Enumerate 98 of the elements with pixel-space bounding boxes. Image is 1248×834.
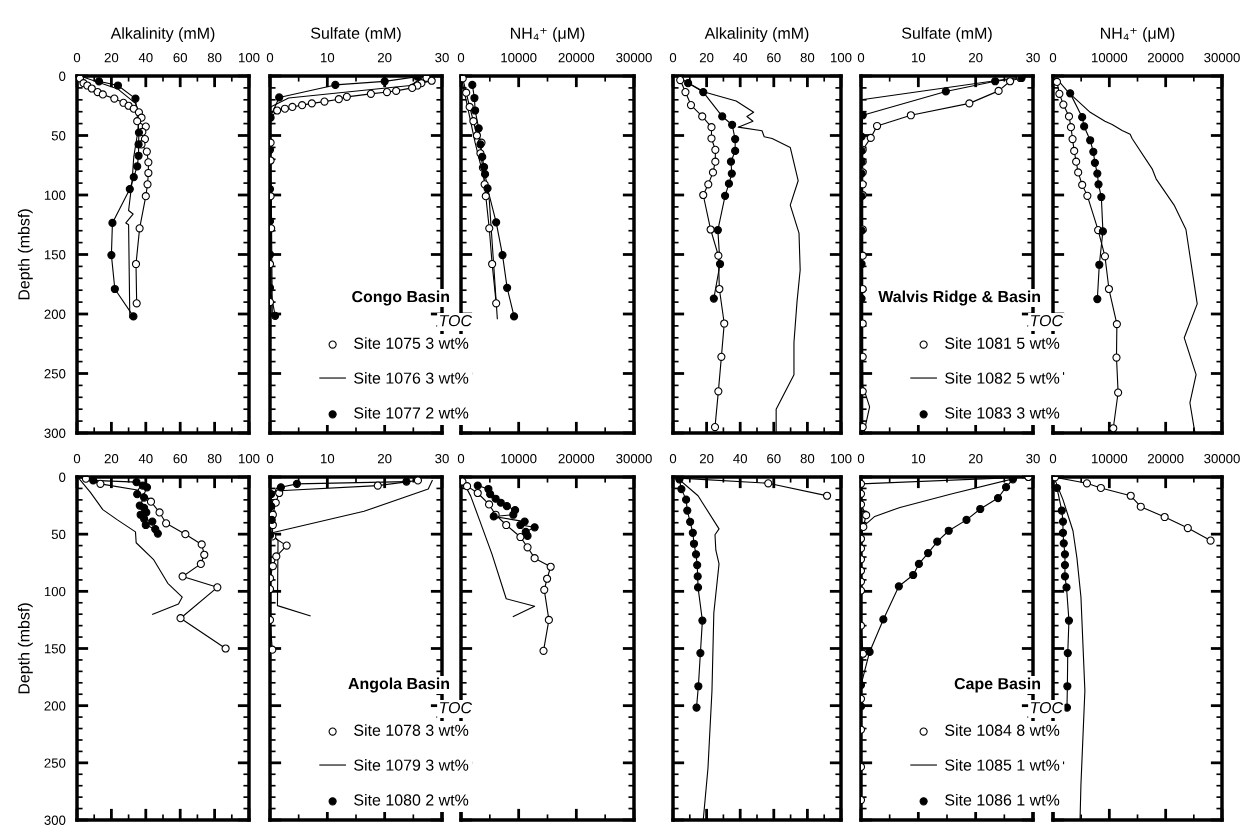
x-tick-label: 0 [266,453,274,464]
legend-title: Congo Basin [352,290,450,306]
x-tick-label: 100 [831,453,852,464]
x-tick-label: 100 [239,453,260,464]
x-tick-label: 20 [104,453,119,464]
x-tick-label: 30000 [616,52,652,63]
legend-label: Site 1083 3 wt% [945,406,1060,419]
x-tick-label: 20000 [1147,52,1184,63]
legend-label: Site 1078 3 wt% [354,724,469,736]
x-tick-label: 80 [800,453,815,464]
x-tick-label: 30 [435,453,449,464]
legend-label: Site 1079 3 wt% [354,759,469,771]
x-tick-label: 20 [699,453,714,464]
legend-label: Site 1080 2 wt% [354,793,469,806]
x-tick-label: 20000 [558,453,595,464]
x-tick-label: 10 [321,453,335,464]
legend-label: Site 1075 3 wt% [354,337,469,349]
x-tick-label: 20 [377,52,392,63]
x-tick-label: 40 [733,453,748,464]
x-tick-label: 0 [457,453,465,464]
y-tick-label: 250 [44,758,66,768]
legend-label: Site 1077 2 wt% [354,406,469,419]
x-tick-label: 40 [733,52,748,63]
x-tick-label: 60 [173,52,188,63]
x-tick-label: 20 [104,52,119,63]
y-tick-label: 50 [51,131,66,141]
legend-title: Angola Basin [348,677,450,693]
x-tick-label: 30 [1026,453,1040,464]
x-axis-title: Alkalinity (mM) [110,27,215,43]
x-tick-label: 0 [73,453,81,464]
annotation: TOC [440,701,473,714]
x-tick-label: 10 [912,453,926,464]
y-tick-label: 50 [51,529,66,540]
x-tick-label: 0 [1049,52,1057,63]
x-tick-label: 30000 [616,453,652,464]
x-tick-label: 10000 [501,52,537,63]
y-tick-label: 0 [59,472,66,482]
y-tick-label: 150 [44,644,66,654]
x-tick-label: 20 [968,52,983,63]
x-axis-title: Sulfate (mM) [311,27,401,43]
x-axis-title: Alkalinity (mM) [704,27,809,43]
annotation: TOC [1031,314,1064,327]
x-tick-label: 100 [831,52,852,63]
x-tick-label: 100 [239,52,260,63]
x-tick-label: 20 [968,453,983,464]
y-tick-label: 0 [59,71,66,81]
legend-label: Site 1086 1 wt% [945,793,1060,806]
x-tick-label: 10 [321,52,335,63]
x-tick-label: 0 [266,52,274,63]
x-tick-label: 30000 [1204,52,1240,63]
y-tick-label: 100 [44,586,66,597]
legend-label: Site 1081 5 wt% [945,337,1060,349]
x-tick-label: 30000 [1204,453,1240,464]
y-tick-label: 300 [44,428,66,438]
legend-label: Site 1082 5 wt% [945,372,1060,384]
y-tick-label: 300 [44,815,66,825]
x-axis-title: Sulfate (mM) [902,27,992,43]
x-tick-label: 0 [857,453,865,464]
x-tick-label: 30 [435,52,449,63]
x-tick-label: 20000 [558,52,595,63]
annotation: TOC [1031,701,1064,714]
x-tick-label: 20000 [1147,453,1184,464]
x-tick-label: 20 [699,52,714,63]
y-axis-title: Depth (mbsf) [17,209,33,300]
x-tick-label: 0 [669,52,677,63]
x-tick-label: 60 [767,453,781,464]
x-tick-label: 0 [73,52,81,63]
x-tick-label: 10000 [501,453,537,464]
y-tick-label: 200 [44,309,66,319]
annotation: TOC [440,314,473,327]
x-axis-title: NH₄⁺ (μM) [511,27,585,43]
x-tick-label: 10000 [1092,453,1128,464]
y-tick-label: 250 [44,369,66,379]
x-tick-label: 60 [173,453,188,464]
x-tick-label: 0 [1049,453,1057,464]
x-tick-label: 80 [207,52,222,63]
y-tick-label: 200 [44,701,66,711]
x-tick-label: 40 [138,52,153,63]
y-axis-title: Depth (mbsf) [17,603,33,694]
y-tick-label: 150 [44,250,66,260]
y-tick-label: 100 [44,190,66,200]
x-axis-title: NH₄⁺ (μM) [1101,27,1175,43]
x-tick-label: 10 [912,52,926,63]
legend-label: Site 1084 8 wt% [945,724,1060,736]
x-tick-label: 0 [457,52,465,63]
legend-title: Walvis Ridge & Basin [878,290,1041,306]
x-tick-label: 10000 [1092,52,1128,63]
x-tick-label: 80 [800,52,815,63]
x-tick-label: 20 [377,453,392,464]
x-tick-label: 80 [207,453,222,464]
legend-label: Site 1076 3 wt% [354,372,469,384]
x-tick-label: 60 [767,52,781,63]
legend-label: Site 1085 1 wt% [945,759,1060,771]
legend-title: Cape Basin [954,677,1041,693]
x-tick-label: 0 [669,453,677,464]
x-tick-label: 30 [1026,52,1040,63]
x-tick-label: 0 [857,52,865,63]
x-tick-label: 40 [138,453,153,464]
